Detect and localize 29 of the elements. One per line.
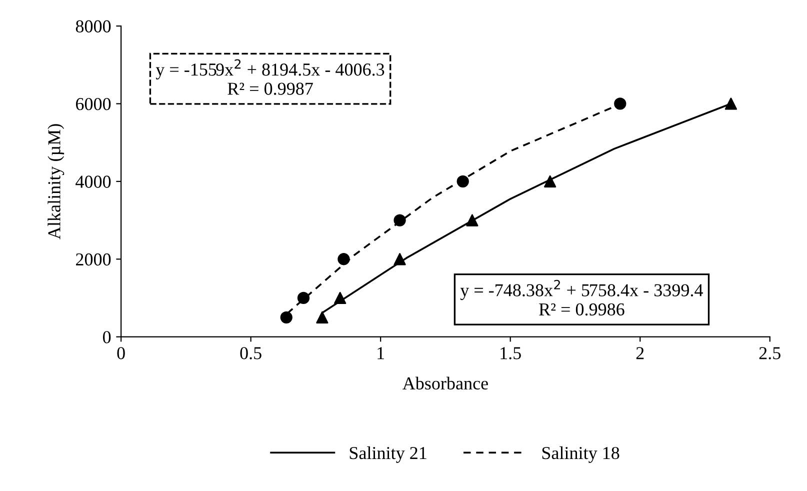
point [466, 214, 478, 226]
annotation: y = -748.38x$^{2}$ + 5758.4x - 3399.4 R² = 0.9986 [460, 280, 703, 316]
point [456, 175, 469, 188]
legend-label: Salinity 18 [542, 446, 620, 463]
y-tick-label: 2000 [76, 253, 111, 266]
annotation: y = -1559x$^{2}$ + 8194.5x - 4006.3 R² = 0.9987 [156, 59, 384, 95]
point [334, 292, 346, 304]
x-tick-label: 0 [117, 347, 125, 360]
y-tick-label: 6000 [76, 98, 111, 110]
x-tick-label: 1.5 [500, 347, 521, 360]
x-tick-label: 2 [636, 347, 644, 360]
point [338, 253, 350, 266]
point [297, 292, 310, 304]
point [394, 253, 406, 266]
y-tick-label: 4000 [76, 176, 111, 188]
point [544, 175, 556, 188]
point [394, 214, 406, 226]
y-tick-label: 8000 [76, 20, 111, 32]
y-tick-label: 0 [102, 331, 111, 344]
x-axis-title: Absorbance [402, 376, 488, 390]
legend-label: Salinity 21 [350, 446, 426, 463]
point [316, 311, 328, 324]
y-axis-title: Alkalinity (µM) [48, 124, 64, 240]
x-tick-label: 0.5 [240, 347, 262, 360]
point [614, 98, 626, 110]
point [724, 98, 738, 110]
x-tick-label: 1 [378, 347, 384, 360]
point [280, 311, 292, 324]
x-tick-label: 2.5 [759, 347, 780, 360]
